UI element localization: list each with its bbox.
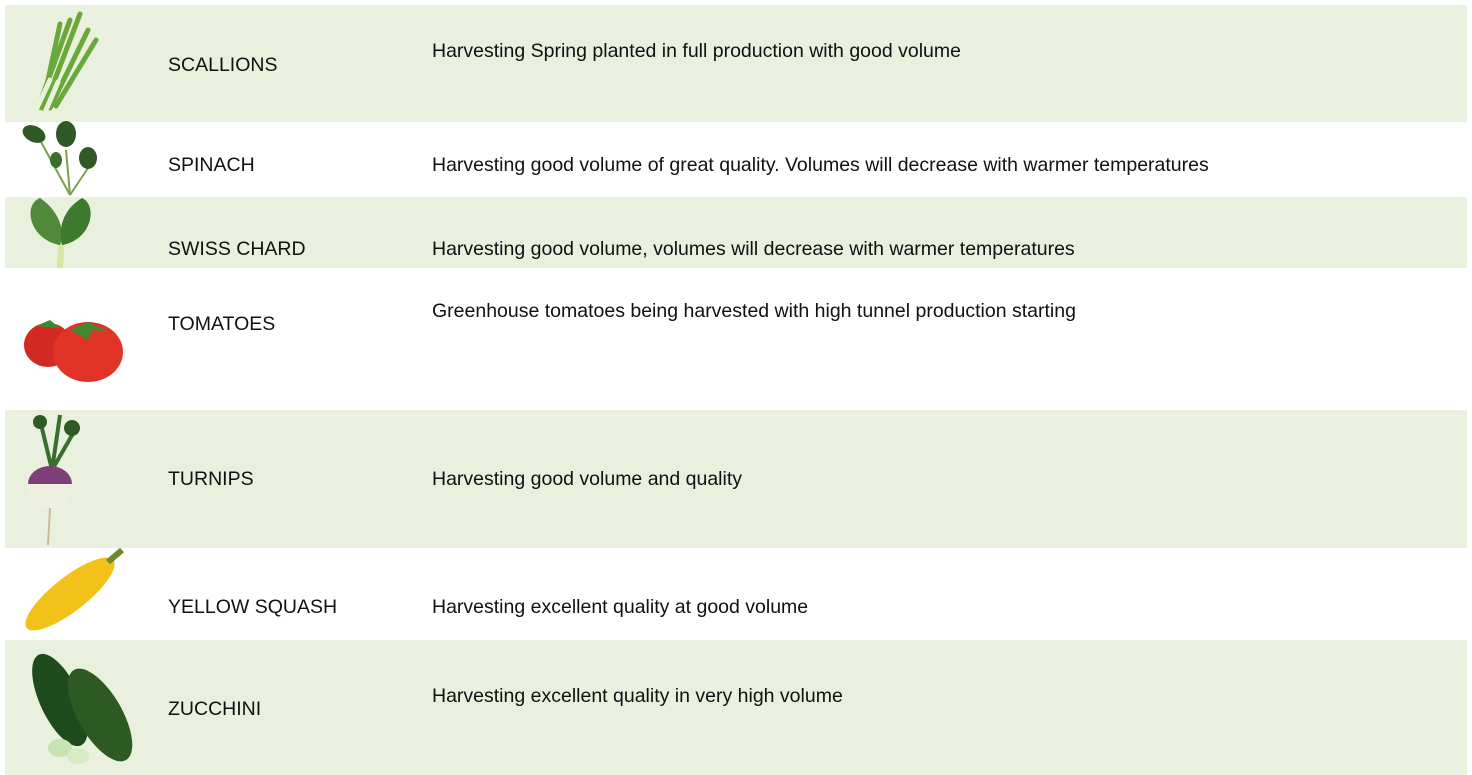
produce-description: Harvesting excellent quality at good vol… bbox=[432, 596, 808, 618]
spinach-icon bbox=[20, 121, 97, 195]
produce-name: SCALLIONS bbox=[168, 54, 277, 76]
produce-name: ZUCCHINI bbox=[168, 698, 261, 720]
produce-description: Harvesting good volume, volumes will dec… bbox=[432, 238, 1075, 260]
yellow-squash-icon bbox=[16, 547, 124, 642]
produce-name: SWISS CHARD bbox=[168, 238, 306, 260]
produce-description: Harvesting good volume and quality bbox=[432, 468, 742, 490]
tomatoes-icon bbox=[24, 320, 123, 382]
produce-description: Harvesting good volume of great quality.… bbox=[432, 154, 1209, 176]
produce-table: SCALLIONS Harvesting Spring planted in fu… bbox=[0, 0, 1472, 775]
page: {"table": {"rows": [ {"name": "SCALLIONS… bbox=[0, 0, 1472, 775]
produce-name: YELLOW SQUASH bbox=[168, 596, 337, 618]
produce-name: SPINACH bbox=[168, 154, 255, 176]
produce-name: TURNIPS bbox=[168, 468, 254, 490]
produce-description: Harvesting excellent quality in very hig… bbox=[432, 685, 843, 707]
produce-name: TOMATOES bbox=[168, 313, 275, 335]
produce-description: Greenhouse tomatoes being harvested with… bbox=[432, 300, 1076, 322]
produce-description: Harvesting Spring planted in full produc… bbox=[432, 40, 961, 62]
